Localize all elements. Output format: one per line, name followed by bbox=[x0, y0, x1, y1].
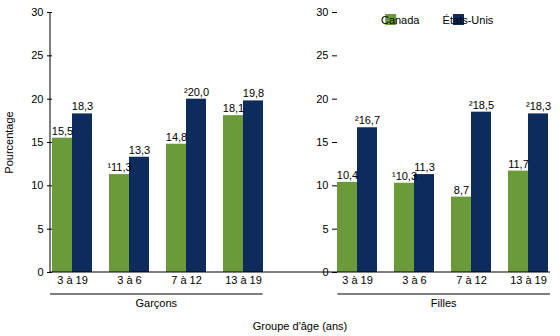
svg-text:0: 0 bbox=[37, 266, 43, 278]
svg-text:²18,5: ²18,5 bbox=[469, 99, 494, 111]
svg-text:¹10,3: ¹10,3 bbox=[392, 169, 417, 182]
svg-text:14,8: 14,8 bbox=[166, 131, 187, 143]
svg-text:3 à 19: 3 à 19 bbox=[57, 274, 88, 286]
svg-text:0: 0 bbox=[322, 266, 329, 278]
svg-text:13,3: 13,3 bbox=[129, 144, 150, 156]
svg-text:19,8: 19,8 bbox=[243, 87, 264, 99]
svg-text:Canada: Canada bbox=[381, 14, 420, 26]
svg-text:5: 5 bbox=[37, 223, 43, 235]
svg-text:15: 15 bbox=[316, 136, 328, 148]
svg-text:²16,7: ²16,7 bbox=[355, 114, 380, 126]
svg-text:²20,0: ²20,0 bbox=[184, 86, 209, 98]
svg-text:15,5: 15,5 bbox=[52, 125, 73, 137]
svg-text:25: 25 bbox=[316, 49, 328, 61]
svg-text:Pourcentage: Pourcentage bbox=[3, 111, 15, 173]
svg-text:États-Unis: États-Unis bbox=[443, 14, 494, 26]
svg-text:18,3: 18,3 bbox=[72, 100, 93, 112]
svg-text:²18,3: ²18,3 bbox=[526, 100, 551, 112]
svg-text:10: 10 bbox=[31, 179, 43, 191]
svg-text:11,7: 11,7 bbox=[508, 158, 529, 170]
svg-text:7 à 12: 7 à 12 bbox=[171, 274, 202, 286]
svg-text:13 à 19: 13 à 19 bbox=[225, 274, 262, 286]
svg-text:8,7: 8,7 bbox=[454, 184, 469, 196]
svg-text:11,3: 11,3 bbox=[414, 161, 435, 173]
svg-text:3 à 19: 3 à 19 bbox=[342, 274, 373, 286]
svg-text:25: 25 bbox=[31, 49, 43, 61]
svg-text:30: 30 bbox=[316, 6, 328, 18]
svg-text:3 à 6: 3 à 6 bbox=[402, 274, 426, 286]
svg-text:10: 10 bbox=[316, 179, 328, 191]
svg-text:Groupe d'âge (ans): Groupe d'âge (ans) bbox=[253, 320, 347, 332]
svg-text:18,1: 18,1 bbox=[223, 102, 244, 114]
svg-text:Filles: Filles bbox=[431, 297, 457, 309]
svg-text:¹11,3: ¹11,3 bbox=[107, 161, 131, 173]
svg-text:Garçons: Garçons bbox=[136, 297, 178, 309]
svg-text:10,4: 10,4 bbox=[337, 169, 358, 181]
svg-text:13 à 19: 13 à 19 bbox=[510, 274, 547, 286]
svg-text:7 à 12: 7 à 12 bbox=[456, 274, 487, 286]
svg-text:30: 30 bbox=[31, 6, 43, 18]
svg-text:20: 20 bbox=[31, 93, 43, 105]
svg-text:5: 5 bbox=[322, 223, 328, 235]
svg-text:15: 15 bbox=[31, 136, 43, 148]
svg-text:3 à 6: 3 à 6 bbox=[117, 274, 141, 286]
svg-text:20: 20 bbox=[316, 93, 328, 105]
